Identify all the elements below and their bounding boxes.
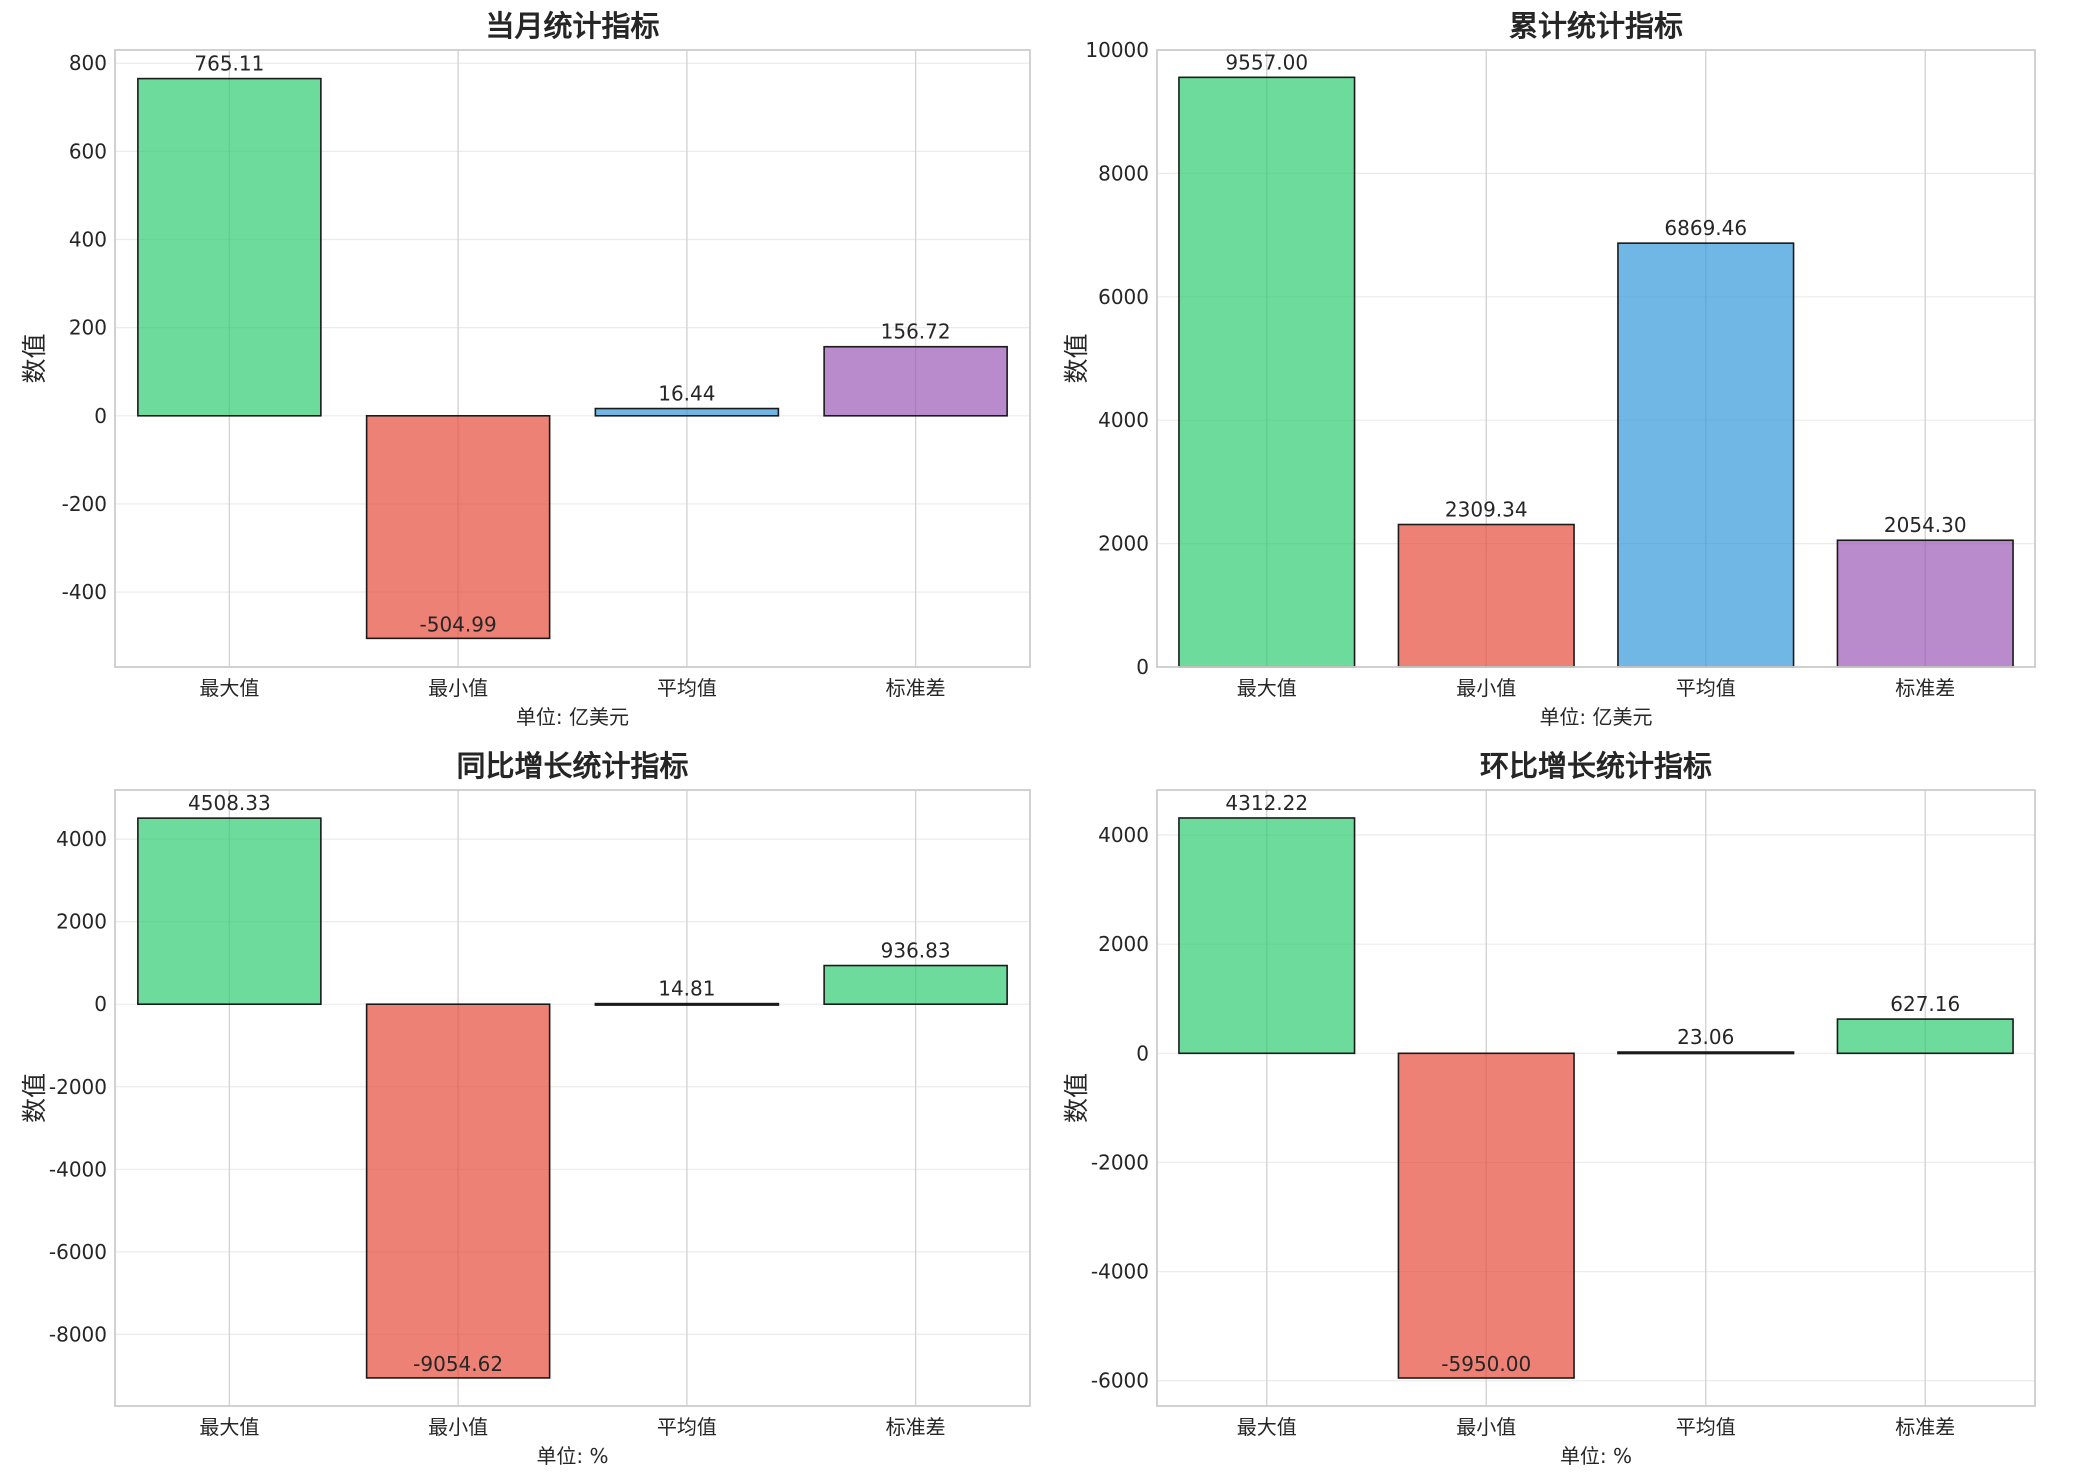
y-tick-label: -4000 [49,1157,107,1181]
y-tick-label: 4000 [56,827,107,851]
y-tick-label: 10000 [1085,38,1149,62]
chart-title: 环比增长统计指标 [1480,749,1712,783]
value-label: 936.83 [881,939,951,963]
y-tick-label: 8000 [1098,161,1149,185]
plot-frame [114,789,1031,1407]
chart-panel-1: -400 -200 0 200 400 600 800 765.11 -504.99 16.44 1… [20,9,1031,729]
chart-panel-2: 0 2000 4000 6000 8000 10000 9557.00 2309.34 6869… [1062,9,2036,729]
y-tick-label: -2000 [49,1075,107,1099]
x-tick-label: 最大值 [199,1415,259,1439]
bar-1 [1178,817,1356,1055]
value-label: -504.99 [420,612,497,636]
y-tick-label: 4000 [1098,823,1149,847]
value-label: 14.81 [658,977,715,1001]
x-tick-label: 标准差 [1895,676,1955,700]
x-tick-label: 最大值 [1237,1415,1297,1439]
plot-frame [1156,789,2036,1407]
y-tick-label: 0 [94,404,107,428]
x-axis-label: 单位: 亿美元 [1539,705,1652,729]
y-tick-label: 6000 [1098,285,1149,309]
bar-4 [823,964,1008,1006]
bar-3 [1617,1051,1795,1055]
y-tick-label: -200 [62,492,107,516]
y-tick-label: 0 [1136,1041,1149,1065]
x-tick-label: 平均值 [1676,1415,1736,1439]
plot-frame [114,49,1031,668]
bar-3 [594,1002,780,1006]
bar-2 [1397,1052,1575,1379]
chart-title: 当月统计指标 [485,9,659,43]
y-tick-label: -6000 [1091,1369,1149,1393]
x-tick-label: 最大值 [1237,676,1297,700]
bar-1 [1178,76,1356,668]
y-tick-label: 0 [94,992,107,1016]
y-tick-label: 200 [69,316,107,340]
y-tick-label: 2000 [1098,532,1149,556]
y-tick-label: 800 [69,51,107,75]
bar-4 [1836,1018,2014,1055]
y-axis-label: 数值 [20,333,49,383]
y-tick-label: 400 [69,228,107,252]
y-tick-label: -6000 [49,1240,107,1264]
y-tick-label: 2000 [1098,932,1149,956]
value-label: 4508.33 [188,791,271,815]
bar-4 [1836,539,2014,668]
value-label: 16.44 [658,382,715,406]
x-tick-label: 标准差 [886,1415,946,1439]
bar-4 [823,345,1008,417]
bar-1 [137,817,322,1006]
x-tick-label: 最小值 [1456,676,1516,700]
x-axis-label: 单位: % [1560,1444,1632,1468]
chart-panel-3: -8000 -6000 -4000 -2000 0 2000 4000 4508.33 -905… [20,749,1031,1468]
x-tick-label: 最小值 [428,676,488,700]
value-label: 765.11 [194,52,264,76]
bar-2 [365,1003,551,1379]
y-tick-label: -2000 [1091,1150,1149,1174]
bar-2 [365,414,551,640]
bar-3 [594,407,780,417]
y-tick-label: -8000 [49,1322,107,1346]
y-tick-label: 0 [1136,655,1149,679]
chart-panel-4: -6000 -4000 -2000 0 2000 4000 4312.22 -5950.00 2… [1062,749,2036,1468]
value-label: -9054.62 [413,1352,503,1376]
value-label: 2054.30 [1884,513,1967,537]
value-label: 4312.22 [1225,791,1308,815]
bar-3 [1617,242,1795,668]
value-label: 156.72 [881,320,951,344]
value-label: 9557.00 [1225,50,1308,74]
x-axis-label: 单位: 亿美元 [516,705,629,729]
x-tick-label: 最小值 [428,1415,488,1439]
y-tick-label: 4000 [1098,408,1149,432]
plot-frame [1156,49,2036,668]
chart-title: 同比增长统计指标 [456,749,688,783]
y-tick-label: -400 [62,580,107,604]
y-tick-label: 2000 [56,910,107,934]
x-tick-label: 平均值 [1676,676,1736,700]
value-label: 23.06 [1677,1025,1734,1049]
value-label: 6869.46 [1664,216,1747,240]
x-tick-label: 标准差 [1895,1415,1955,1439]
y-axis-label: 数值 [1062,1073,1091,1123]
x-axis-label: 单位: % [536,1444,608,1468]
value-label: 2309.34 [1445,498,1528,522]
value-label: -5950.00 [1441,1352,1531,1376]
x-tick-label: 最小值 [1456,1415,1516,1439]
chart-title: 累计统计指标 [1509,9,1683,43]
x-tick-label: 标准差 [886,676,946,700]
x-tick-label: 最大值 [199,676,259,700]
bar-2 [1397,523,1575,668]
bar-1 [137,77,322,417]
y-axis-label: 数值 [20,1073,49,1123]
y-tick-label: -4000 [1091,1260,1149,1284]
x-tick-label: 平均值 [657,1415,717,1439]
x-tick-label: 平均值 [657,676,717,700]
y-tick-label: 600 [69,139,107,163]
value-label: 627.16 [1890,992,1960,1016]
y-axis-label: 数值 [1062,333,1091,383]
